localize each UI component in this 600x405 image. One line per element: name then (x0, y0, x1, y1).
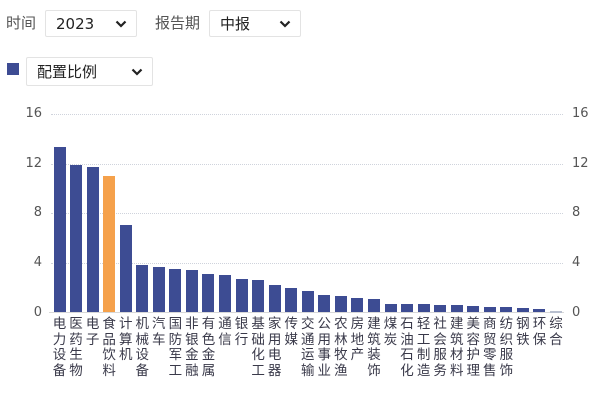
period-select[interactable]: 中报 (209, 10, 301, 37)
y-axis-tick-left: 16 (25, 106, 42, 122)
bar-5[interactable] (136, 265, 149, 313)
bar-9[interactable] (202, 273, 215, 313)
gridline (51, 114, 563, 115)
chevron-down-icon (115, 20, 127, 28)
x-axis-label: 综合 (549, 316, 563, 348)
x-axis-label: 通信 (218, 316, 232, 348)
bar-25[interactable] (467, 305, 480, 313)
bar-15[interactable] (301, 291, 314, 313)
x-axis-label: 轻工制造 (416, 316, 431, 379)
legend-square-icon (7, 63, 19, 75)
bar-7[interactable] (169, 269, 182, 313)
y-axis-tick-left: 4 (33, 254, 42, 270)
y-axis-tick-right: 16 (572, 106, 589, 122)
x-axis-label: 电力设备 (52, 316, 67, 379)
period-label: 报告期 (155, 14, 201, 32)
bar-17[interactable] (334, 295, 347, 313)
x-axis-label: 计算机 (118, 316, 133, 363)
x-axis-label: 美容护理 (466, 316, 481, 379)
y-axis-tick-right: 4 (572, 254, 581, 270)
x-axis-label: 农林牧渔 (334, 316, 348, 379)
bar-24[interactable] (450, 305, 463, 313)
metric-select[interactable]: 配置比例 (26, 57, 153, 86)
bar-1[interactable] (70, 164, 83, 313)
x-axis-label: 机械设备 (135, 316, 150, 379)
x-axis-label: 商贸零售 (483, 316, 497, 379)
x-axis-label: 食品饮料 (102, 316, 116, 379)
gridline (51, 213, 563, 214)
bar-19[interactable] (367, 298, 380, 313)
bar-4[interactable] (119, 225, 132, 313)
x-axis-label: 家用电器 (267, 316, 282, 379)
x-axis-label: 煤炭 (383, 316, 398, 348)
y-axis-tick-left: 12 (25, 155, 42, 171)
x-axis-label: 房地产 (350, 316, 365, 363)
x-axis-label: 建筑材料 (449, 316, 464, 379)
x-axis-label: 电子 (85, 316, 100, 348)
period-select-value: 中报 (220, 15, 251, 33)
y-axis-tick-left: 8 (33, 205, 42, 221)
x-axis-label: 国防军工 (168, 316, 183, 379)
bar-16[interactable] (318, 294, 331, 313)
bar-8[interactable] (185, 270, 198, 313)
bar-11[interactable] (235, 279, 248, 313)
x-axis-line (49, 312, 564, 313)
chevron-down-icon (131, 68, 143, 76)
gridline (51, 263, 563, 264)
bar-22[interactable] (417, 304, 430, 313)
x-axis-label: 银行 (234, 316, 249, 348)
chevron-down-icon (279, 20, 291, 28)
x-axis-label: 公用事业 (317, 316, 332, 379)
bar-0[interactable] (53, 146, 66, 313)
bar-2[interactable] (86, 167, 99, 313)
bar-10[interactable] (219, 275, 231, 313)
x-axis-label: 钢铁 (516, 316, 530, 348)
bar-29[interactable] (533, 309, 546, 313)
gridline (51, 164, 563, 165)
bar-23[interactable] (434, 304, 447, 313)
bar-14[interactable] (285, 288, 298, 313)
bar-6[interactable] (152, 267, 165, 313)
x-axis-label: 医药生物 (69, 316, 83, 379)
x-axis-label: 环保 (532, 316, 547, 348)
time-label: 时间 (6, 14, 37, 32)
year-select-value: 2023 (56, 15, 95, 33)
x-axis-label: 基础化工 (251, 316, 265, 379)
x-axis-label: 有色金属 (201, 316, 216, 379)
bar-28[interactable] (516, 307, 529, 313)
x-axis-label: 非银金融 (185, 316, 199, 379)
bar-27[interactable] (500, 307, 513, 313)
bar-20[interactable] (384, 303, 397, 313)
y-axis-tick-left: 0 (33, 304, 42, 320)
year-select[interactable]: 2023 (45, 10, 137, 37)
y-axis-tick-right: 0 (572, 304, 581, 320)
x-axis-label: 汽车 (152, 316, 166, 348)
x-axis-label: 纺织服饰 (499, 316, 514, 379)
x-axis-label: 传媒 (284, 316, 298, 348)
bar-3[interactable] (103, 175, 116, 313)
bar-21[interactable] (401, 303, 414, 313)
x-axis-label: 交通运输 (301, 316, 315, 379)
x-axis-label: 社会服务 (433, 316, 447, 379)
bar-30[interactable] (550, 311, 562, 313)
bar-18[interactable] (351, 298, 364, 313)
x-axis-label: 石油石化 (400, 316, 414, 379)
bar-13[interactable] (268, 284, 281, 313)
bar-12[interactable] (252, 280, 265, 313)
y-axis-tick-right: 12 (572, 155, 589, 171)
bar-26[interactable] (483, 306, 496, 313)
metric-select-value: 配置比例 (37, 63, 98, 81)
y-axis-tick-right: 8 (572, 205, 581, 221)
x-axis-label: 建筑装饰 (367, 316, 381, 379)
